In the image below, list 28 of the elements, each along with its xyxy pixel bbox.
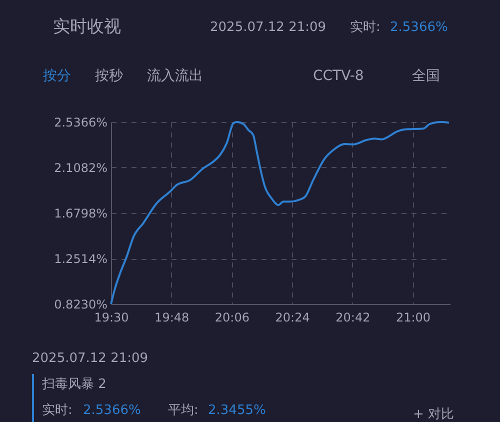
text: 按分 bbox=[43, 68, 71, 84]
y-tick-label: 2.1082% bbox=[54, 161, 108, 175]
text: 扫毒风暴 2 bbox=[41, 377, 106, 392]
y-tick-label: 1.2514% bbox=[54, 252, 108, 266]
y-tick-label: 2.5366% bbox=[54, 116, 108, 130]
x-tick-label: 20:42 bbox=[336, 310, 370, 324]
text: 全国 bbox=[412, 68, 440, 84]
text: 实时: bbox=[350, 20, 380, 35]
text: 流入流出 bbox=[147, 68, 203, 84]
text: 2.3455% bbox=[208, 403, 266, 418]
text: 实时收视 bbox=[53, 17, 121, 37]
line-series bbox=[110, 121, 450, 305]
text: 2025.07.12 21:09 bbox=[32, 351, 148, 366]
x-tick-label: 19:48 bbox=[154, 310, 190, 324]
y-tick-label: 0.8230% bbox=[54, 298, 108, 312]
text: + 对比 bbox=[413, 407, 454, 422]
text: 2025.07.12 21:09 bbox=[210, 20, 326, 35]
x-tick-label: 20:06 bbox=[214, 310, 250, 324]
x-tick-label: 21:00 bbox=[396, 310, 431, 324]
text: 平均: bbox=[168, 403, 198, 418]
y-tick-label: 1.6798% bbox=[54, 206, 108, 220]
text: CCTV-8 bbox=[313, 68, 364, 84]
x-tick-label: 20:24 bbox=[275, 310, 310, 324]
text: 2.5366% bbox=[390, 20, 448, 35]
text: 2.5366% bbox=[83, 403, 141, 418]
text: 实时: bbox=[42, 403, 72, 418]
text: 按秒 bbox=[95, 68, 123, 84]
x-tick-label: 19:30 bbox=[94, 310, 129, 324]
